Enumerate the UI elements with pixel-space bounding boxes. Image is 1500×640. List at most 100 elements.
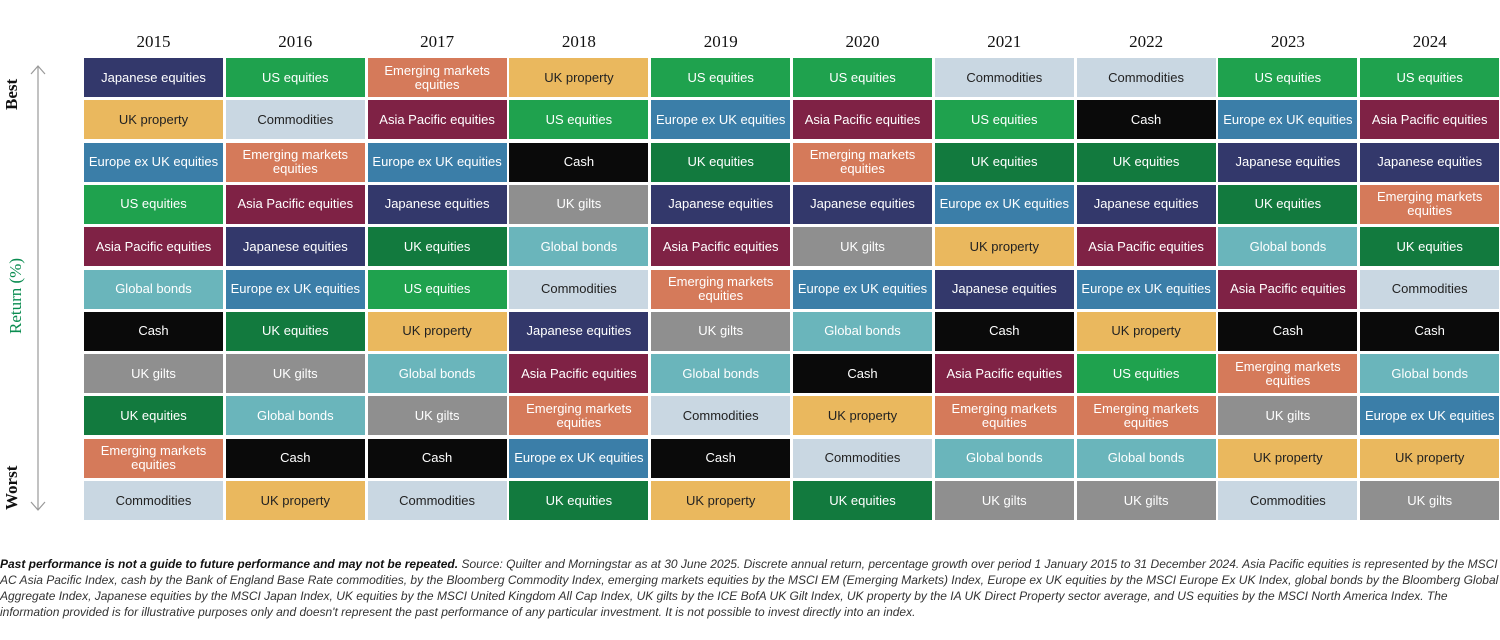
cell-2020-rank-6: Europe ex UK equities bbox=[793, 269, 932, 309]
ranking-axis-arrow bbox=[30, 65, 46, 511]
cell-2018-rank-2: US equities bbox=[509, 100, 649, 140]
cell-2024-rank-6: Commodities bbox=[1360, 269, 1500, 309]
year-header-2022: 2022 bbox=[1129, 32, 1164, 51]
year-header-2023: 2023 bbox=[1270, 32, 1305, 51]
cell-2016-rank-10: Cash bbox=[225, 438, 365, 478]
cell-2023-rank-4: UK equities bbox=[1218, 184, 1358, 224]
cell-2015-rank-6: Global bonds bbox=[84, 269, 223, 309]
year-header-2019: 2019 bbox=[703, 32, 738, 51]
cell-2024-rank-11: UK gilts bbox=[1360, 481, 1500, 520]
cell-2015-rank-2: UK property bbox=[84, 100, 223, 140]
cell-2017-rank-5: UK equities bbox=[367, 227, 507, 267]
cell-2018-rank-9: Emerging markets equities bbox=[509, 396, 649, 436]
cell-2024-rank-10: UK property bbox=[1360, 438, 1500, 478]
cell-2021-rank-4: Europe ex UK equities bbox=[934, 184, 1074, 224]
cell-2018-rank-5: Global bonds bbox=[509, 227, 649, 267]
cell-2024-rank-4: Emerging markets equities bbox=[1360, 184, 1500, 224]
year-header-2020: 2020 bbox=[845, 32, 880, 51]
cell-2021-rank-1: Commodities bbox=[934, 58, 1074, 97]
cell-2021-rank-5: UK property bbox=[934, 227, 1074, 267]
cell-2015-rank-5: Asia Pacific equities bbox=[84, 227, 223, 267]
cell-2019-rank-10: Cash bbox=[651, 438, 791, 478]
cell-2022-rank-8: US equities bbox=[1076, 354, 1216, 394]
cell-2015-rank-4: US equities bbox=[84, 184, 223, 224]
cell-2022-rank-11: UK gilts bbox=[1076, 481, 1216, 520]
cell-2018-rank-4: UK gilts bbox=[509, 184, 649, 224]
cell-2021-rank-7: Cash bbox=[934, 311, 1074, 351]
cell-2017-rank-7: UK property bbox=[367, 311, 507, 351]
cell-2015-rank-3: Europe ex UK equities bbox=[84, 142, 223, 182]
cell-2020-rank-4: Japanese equities bbox=[793, 184, 932, 224]
cell-2019-rank-2: Europe ex UK equities bbox=[651, 100, 791, 140]
cell-2015-rank-9: UK equities bbox=[84, 396, 223, 436]
year-header-2018: 2018 bbox=[561, 32, 596, 51]
cell-2019-rank-8: Global bonds bbox=[651, 354, 791, 394]
cell-2017-rank-6: US equities bbox=[367, 269, 507, 309]
cell-2017-rank-8: Global bonds bbox=[367, 354, 507, 394]
footnote-disclaimer: Past performance is not a guide to futur… bbox=[0, 557, 459, 571]
cell-2019-rank-7: UK gilts bbox=[651, 311, 791, 351]
cell-2016-rank-2: Commodities bbox=[225, 100, 365, 140]
cell-2022-rank-6: Europe ex UK equities bbox=[1076, 269, 1216, 309]
cell-2018-rank-10: Europe ex UK equities bbox=[509, 438, 649, 478]
cell-2021-rank-2: US equities bbox=[934, 100, 1074, 140]
cell-2015-rank-7: Cash bbox=[84, 311, 223, 351]
cell-2017-rank-1: Emerging markets equities bbox=[367, 58, 507, 97]
cell-2019-rank-4: Japanese equities bbox=[651, 184, 791, 224]
cell-2019-rank-11: UK property bbox=[651, 481, 791, 520]
cell-2021-rank-10: Global bonds bbox=[934, 438, 1074, 478]
cell-2020-rank-1: US equities bbox=[793, 58, 932, 97]
footnote-source: Source: Quilter and Morningstar as at 30… bbox=[0, 557, 1499, 619]
year-header-2021: 2021 bbox=[987, 32, 1022, 51]
cell-2020-rank-9: UK property bbox=[793, 396, 932, 436]
cell-2023-rank-11: Commodities bbox=[1218, 481, 1358, 520]
year-header-2024: 2024 bbox=[1412, 32, 1447, 51]
cell-2022-rank-1: Commodities bbox=[1076, 58, 1216, 97]
cell-2024-rank-5: UK equities bbox=[1360, 227, 1500, 267]
cell-2016-rank-5: Japanese equities bbox=[225, 227, 365, 267]
cell-2015-rank-10: Emerging markets equities bbox=[84, 438, 223, 478]
cell-2019-rank-3: UK equities bbox=[651, 142, 791, 182]
cell-2019-rank-9: Commodities bbox=[651, 396, 791, 436]
cell-2017-rank-2: Asia Pacific equities bbox=[367, 100, 507, 140]
cell-2023-rank-10: UK property bbox=[1218, 438, 1358, 478]
cell-2023-rank-9: UK gilts bbox=[1218, 396, 1358, 436]
cell-2024-rank-2: Asia Pacific equities bbox=[1360, 100, 1500, 140]
cell-2021-rank-11: UK gilts bbox=[934, 481, 1074, 520]
cell-2022-rank-10: Global bonds bbox=[1076, 438, 1216, 478]
cell-2017-rank-10: Cash bbox=[367, 438, 507, 478]
cell-2020-rank-7: Global bonds bbox=[793, 311, 932, 351]
y-axis-label: Return (%) bbox=[6, 257, 25, 334]
cell-2017-rank-9: UK gilts bbox=[367, 396, 507, 436]
cell-2019-rank-1: US equities bbox=[651, 58, 791, 97]
cell-2016-rank-7: UK equities bbox=[225, 311, 365, 351]
cell-2016-rank-1: US equities bbox=[225, 58, 365, 97]
cell-2016-rank-3: Emerging markets equities bbox=[225, 142, 365, 182]
best-label: Best bbox=[2, 78, 21, 110]
cell-2024-rank-1: US equities bbox=[1360, 58, 1500, 97]
cell-2018-rank-7: Japanese equities bbox=[509, 311, 649, 351]
cell-2024-rank-8: Global bonds bbox=[1360, 354, 1500, 394]
cell-2021-rank-3: UK equities bbox=[934, 142, 1074, 182]
cell-2020-rank-5: UK gilts bbox=[793, 227, 932, 267]
cell-2023-rank-3: Japanese equities bbox=[1218, 142, 1358, 182]
cell-2022-rank-3: UK equities bbox=[1076, 142, 1216, 182]
cell-2018-rank-8: Asia Pacific equities bbox=[509, 354, 649, 394]
cell-2022-rank-7: UK property bbox=[1076, 311, 1216, 351]
cell-2023-rank-6: Asia Pacific equities bbox=[1218, 269, 1358, 309]
year-header-2015: 2015 bbox=[136, 32, 171, 51]
cell-2016-rank-9: Global bonds bbox=[225, 396, 365, 436]
cell-2016-rank-6: Europe ex UK equities bbox=[225, 269, 365, 309]
cell-2023-rank-8: Emerging markets equities bbox=[1218, 354, 1358, 394]
cell-2021-rank-8: Asia Pacific equities bbox=[934, 354, 1074, 394]
cell-2016-rank-4: Asia Pacific equities bbox=[225, 184, 365, 224]
worst-label: Worst bbox=[2, 465, 21, 510]
cell-2021-rank-6: Japanese equities bbox=[934, 269, 1074, 309]
cell-2023-rank-7: Cash bbox=[1218, 311, 1358, 351]
cell-2017-rank-11: Commodities bbox=[367, 481, 507, 520]
cell-2017-rank-4: Japanese equities bbox=[367, 184, 507, 224]
cell-2018-rank-6: Commodities bbox=[509, 269, 649, 309]
cell-2021-rank-9: Emerging markets equities bbox=[934, 396, 1074, 436]
cell-2022-rank-9: Emerging markets equities bbox=[1076, 396, 1216, 436]
cell-2017-rank-3: Europe ex UK equities bbox=[367, 142, 507, 182]
